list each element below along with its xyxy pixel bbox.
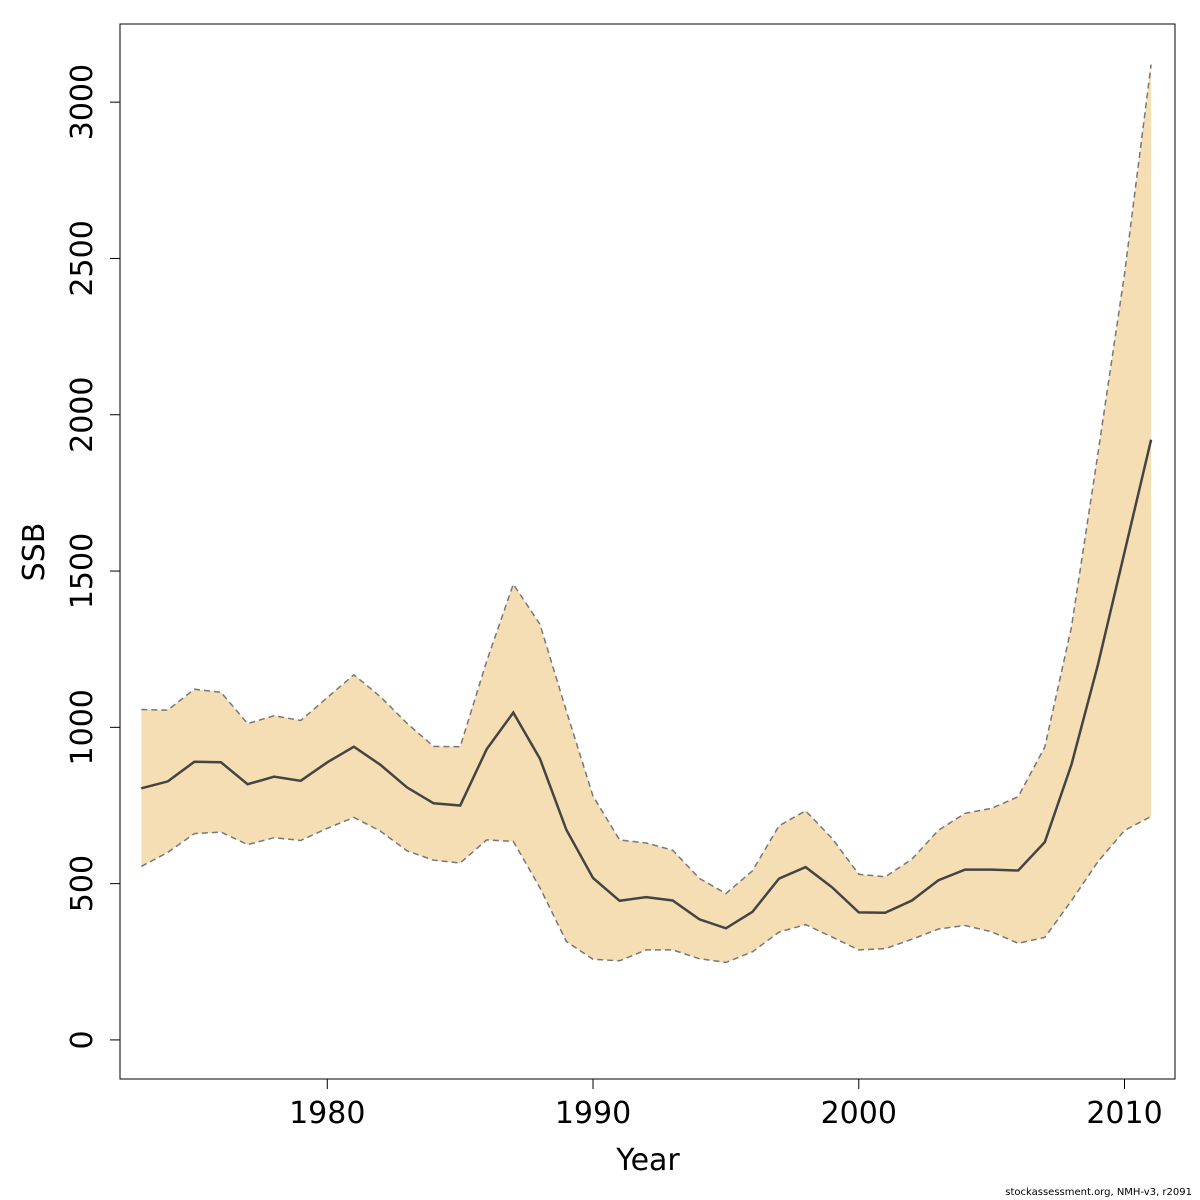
x-axis-label: Year	[615, 1143, 680, 1178]
y-tick-label: 2000	[65, 377, 100, 453]
ssb-estimate-line	[140, 439, 1153, 930]
y-tick-label: 2500	[65, 220, 100, 296]
y-tick-label: 1000	[65, 689, 100, 765]
y-tick-label: 3000	[65, 64, 100, 140]
x-tick-label: 2000	[821, 1096, 897, 1131]
lower-bound-line	[140, 815, 1152, 964]
y-tick-label: 1500	[65, 533, 100, 609]
plot-area	[140, 64, 1153, 964]
y-axis: 0 500 1000 1500 2000 2500 3000	[65, 64, 121, 1049]
confidence-band	[141, 64, 1152, 963]
x-tick-label: 1990	[555, 1096, 631, 1131]
x-tick-label: 2010	[1086, 1096, 1162, 1131]
y-axis-label: SSB	[17, 523, 52, 582]
x-axis: 1980 1990 2000 2010	[289, 1078, 1163, 1131]
footer-credit: stockassessment.org, NMH-v3, r2091	[1005, 1187, 1192, 1198]
upper-bound-line	[141, 64, 1152, 895]
x-tick-label: 1980	[289, 1096, 365, 1131]
y-tick-label: 0	[65, 1030, 100, 1049]
y-tick-label: 500	[65, 855, 100, 912]
